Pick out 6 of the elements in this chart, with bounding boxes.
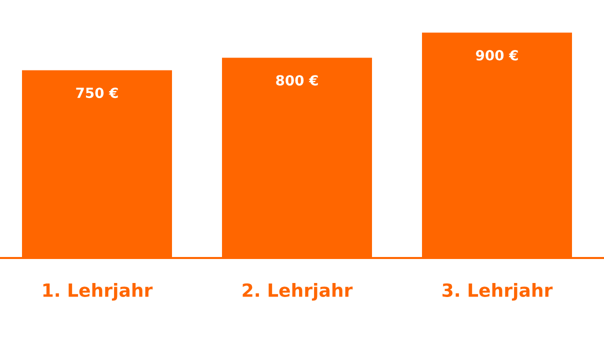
- x-tick-label: 3. Lehrjahr: [442, 283, 553, 301]
- data-label: 750 €: [76, 88, 118, 98]
- x-tick-label: 2. Lehrjahr: [242, 283, 353, 301]
- x-tick-label: 1. Lehrjahr: [43, 283, 153, 301]
- data-label: 900 €: [476, 50, 518, 61]
- data-label: 800 €: [276, 75, 318, 86]
